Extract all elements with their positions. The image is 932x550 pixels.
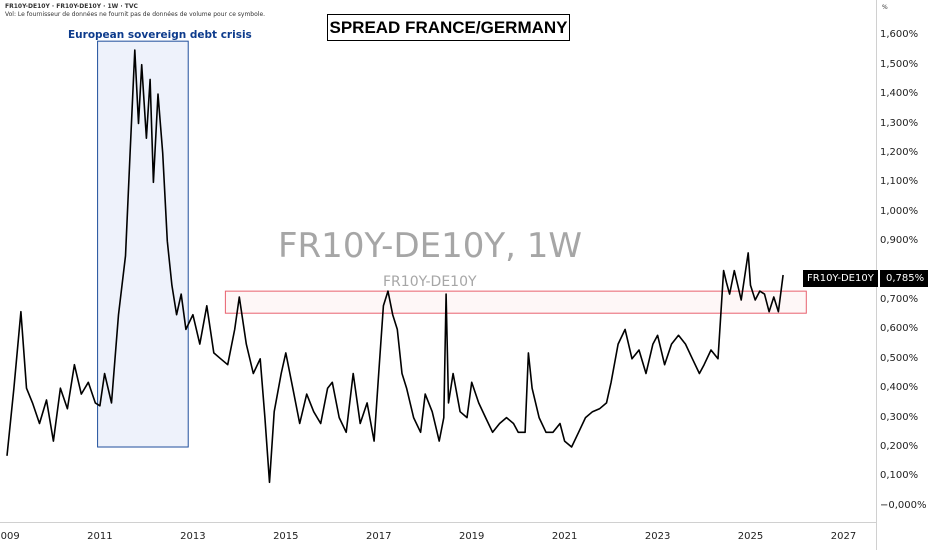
last-price-symbol-tag: FR10Y-DE10Y — [803, 270, 878, 287]
x-tick-label: 2017 — [366, 531, 392, 542]
y-tick-label: 1,500% — [880, 58, 919, 70]
x-tick-label: 2015 — [273, 531, 299, 542]
symbol-watermark-sub: FR10Y-DE10Y — [383, 274, 477, 290]
y-tick-label: 1,300% — [880, 117, 919, 129]
y-tick-label: 0,600% — [880, 323, 919, 335]
x-tick-label: 2025 — [737, 531, 764, 542]
y-tick-label: 0,500% — [880, 352, 919, 364]
y-tick-label: 1,100% — [880, 176, 919, 188]
symbol-watermark: FR10Y-DE10Y, 1W — [278, 226, 583, 266]
y-tick-label: 0,700% — [880, 293, 919, 305]
y-tick-label: 1,600% — [880, 29, 919, 41]
y-tick-label: −0,000% — [880, 499, 927, 511]
y-tick-label: 0,100% — [880, 470, 919, 482]
y-tick-label: 1,000% — [880, 205, 919, 217]
y-tick-label: 0,300% — [880, 411, 919, 423]
y-tick-label: 1,400% — [880, 88, 919, 100]
x-tick-label: 2027 — [830, 531, 857, 542]
resistance-zone — [224, 290, 807, 314]
y-tick-label: 0,900% — [880, 235, 919, 247]
volume-note: Vol: Le fournisseur de données ne fourni… — [5, 11, 266, 18]
x-tick-label: 2013 — [180, 531, 206, 542]
symbol-header: FR10Y-DE10Y · FR10Y-DE10Y · 1W · TVC — [5, 3, 138, 10]
x-tick-label: 2009 — [0, 531, 20, 542]
x-tick-label: 2019 — [458, 531, 485, 542]
y-tick-label: 1,200% — [880, 146, 919, 158]
series-line-0 — [6, 49, 784, 484]
last-price-value-tag: 0,785% — [880, 270, 928, 287]
x-tick-label: 2021 — [551, 531, 578, 542]
crisis-label: European sovereign debt crisis — [68, 29, 252, 41]
y-tick-label: 0,200% — [880, 441, 919, 452]
chart-title: SPREAD FRANCE/GERMANY — [327, 14, 570, 41]
x-tick-label: 2011 — [87, 531, 113, 542]
price-axis-unit: % — [882, 4, 888, 11]
y-tick-label: 0,400% — [880, 382, 919, 394]
x-tick-label: 2023 — [644, 531, 671, 542]
crisis-period-box — [97, 40, 189, 448]
